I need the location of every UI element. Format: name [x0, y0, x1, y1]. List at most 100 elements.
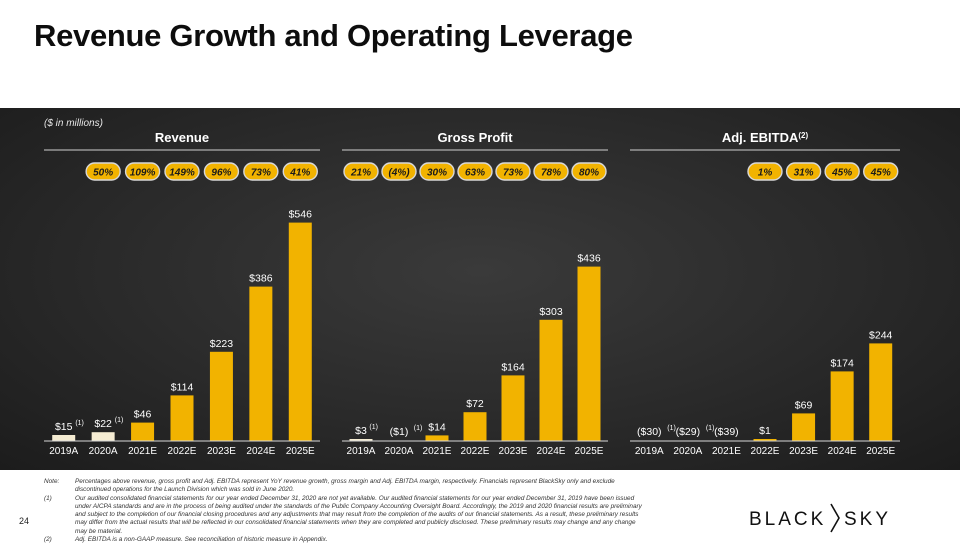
growth-pill: [164, 162, 200, 181]
bar-value-label: $223: [210, 338, 234, 350]
bar-value-label: $1: [759, 425, 771, 437]
footnote-text: Percentages above revenue, gross profit …: [75, 478, 615, 494]
page-number: 24: [19, 516, 30, 526]
footnotes: Note: Percentages above revenue, gross pr…: [44, 478, 644, 544]
footnote-key: Note:: [44, 478, 60, 485]
bar-value-label: $3: [355, 425, 367, 437]
chart-title: Gross Profit: [437, 130, 513, 145]
growth-pill-label: 50%: [93, 168, 113, 179]
bar-footnote-mark: (1): [75, 420, 84, 427]
bar-value-label: $69: [795, 399, 813, 411]
bar: [753, 439, 777, 441]
category-label: 2020A: [385, 446, 414, 457]
category-label: 2021E: [128, 446, 157, 457]
bar: [131, 422, 155, 441]
growth-pill: [785, 162, 822, 181]
growth-pill: [124, 162, 161, 181]
bar: [288, 222, 312, 441]
category-label: 2019A: [49, 446, 78, 457]
category-label: 2021E: [423, 446, 452, 457]
bar: [425, 435, 449, 441]
bar-value-label: $46: [134, 409, 152, 421]
growth-pill: [747, 162, 783, 181]
bar-value-label: $15: [55, 421, 73, 433]
bar: [249, 286, 273, 441]
bar-value-label: $22: [94, 418, 112, 430]
growth-pill-label: 45%: [831, 168, 852, 179]
growth-pill: [381, 162, 417, 181]
svg-text:BLACK: BLACK: [749, 509, 826, 530]
bar: [52, 435, 76, 441]
units-note: ($ in millions): [44, 118, 103, 129]
growth-pill-label: 63%: [465, 168, 485, 179]
footnote-key: (1): [44, 494, 52, 502]
category-label: 2019A: [635, 446, 664, 457]
bar-footnote-mark: (1): [414, 425, 423, 432]
category-label: 2024E: [537, 446, 566, 457]
bar-value-label: $114: [171, 381, 194, 393]
chart-title-superscript: (2): [798, 131, 808, 140]
bar: [830, 371, 854, 441]
growth-pill-label: (4%): [388, 168, 410, 179]
growth-pill: [457, 162, 493, 181]
category-label: 2024E: [246, 446, 275, 457]
growth-pill-label: 1%: [758, 168, 773, 179]
bar: [501, 375, 525, 441]
bar: [209, 351, 233, 441]
bar-value-label: $546: [289, 209, 313, 221]
growth-pill: [243, 162, 279, 181]
growth-pill-label: 73%: [251, 168, 271, 179]
growth-pill-label: 96%: [211, 168, 231, 179]
footnote-row: (1) Our audited consolidated financial st…: [44, 495, 644, 536]
bar: [577, 266, 601, 441]
growth-pill: [824, 162, 860, 181]
growth-pill: [571, 162, 607, 181]
bar-value-label: $72: [466, 398, 484, 410]
footnote-row: Note: Percentages above revenue, gross pr…: [44, 478, 644, 495]
growth-pill-label: 31%: [794, 168, 814, 179]
growth-pill: [863, 162, 899, 181]
bar-footnote-mark: (1): [667, 425, 676, 432]
bar: [349, 439, 373, 441]
bar: [792, 413, 816, 441]
bar-value-label: $436: [577, 253, 601, 265]
bar-footnote-mark: (1): [706, 425, 715, 432]
footnote-text: Our audited consolidated financial state…: [75, 494, 642, 535]
growth-pill-label: 30%: [427, 168, 447, 179]
category-label: 2025E: [575, 446, 604, 457]
growth-pill: [203, 162, 240, 181]
growth-pill: [495, 162, 531, 181]
bar: [170, 395, 194, 441]
bar-value-label: $174: [830, 357, 854, 369]
footnote-row: (2) Adj. EBITDA is a non-GAAP measure. Se…: [44, 536, 644, 544]
chart-title: Revenue: [155, 130, 209, 145]
blacksky-logo: BLACK SKY: [749, 503, 888, 533]
bar-value-label: ($29): [676, 426, 701, 438]
bar-value-label: $386: [249, 273, 273, 285]
growth-pill: [419, 162, 455, 181]
growth-pill-label: 45%: [870, 168, 891, 179]
bar-footnote-mark: (1): [369, 424, 378, 431]
growth-pill: [282, 162, 318, 181]
bar-value-label: $14: [428, 421, 446, 433]
category-label: 2023E: [207, 446, 236, 457]
slide-title: Revenue Growth and Operating Leverage: [34, 18, 633, 53]
category-label: 2024E: [828, 446, 857, 457]
category-label: 2020A: [89, 446, 118, 457]
category-label: 2022E: [751, 446, 780, 457]
category-label: 2020A: [673, 446, 702, 457]
growth-pill-label: 109%: [130, 168, 156, 179]
bar-value-label: $164: [501, 361, 525, 373]
category-label: 2022E: [461, 446, 490, 457]
bar: [539, 319, 563, 441]
category-label: 2019A: [347, 446, 376, 457]
bar-value-label: ($39): [714, 426, 739, 438]
bar-value-label: ($1): [390, 426, 409, 438]
growth-pill: [343, 162, 379, 181]
category-label: 2023E: [789, 446, 818, 457]
footnote-text: Adj. EBITDA is a non-GAAP measure. See r…: [75, 536, 328, 544]
category-label: 2025E: [866, 446, 895, 457]
growth-pill-label: 78%: [541, 168, 561, 179]
bar-value-label: $303: [539, 306, 563, 318]
